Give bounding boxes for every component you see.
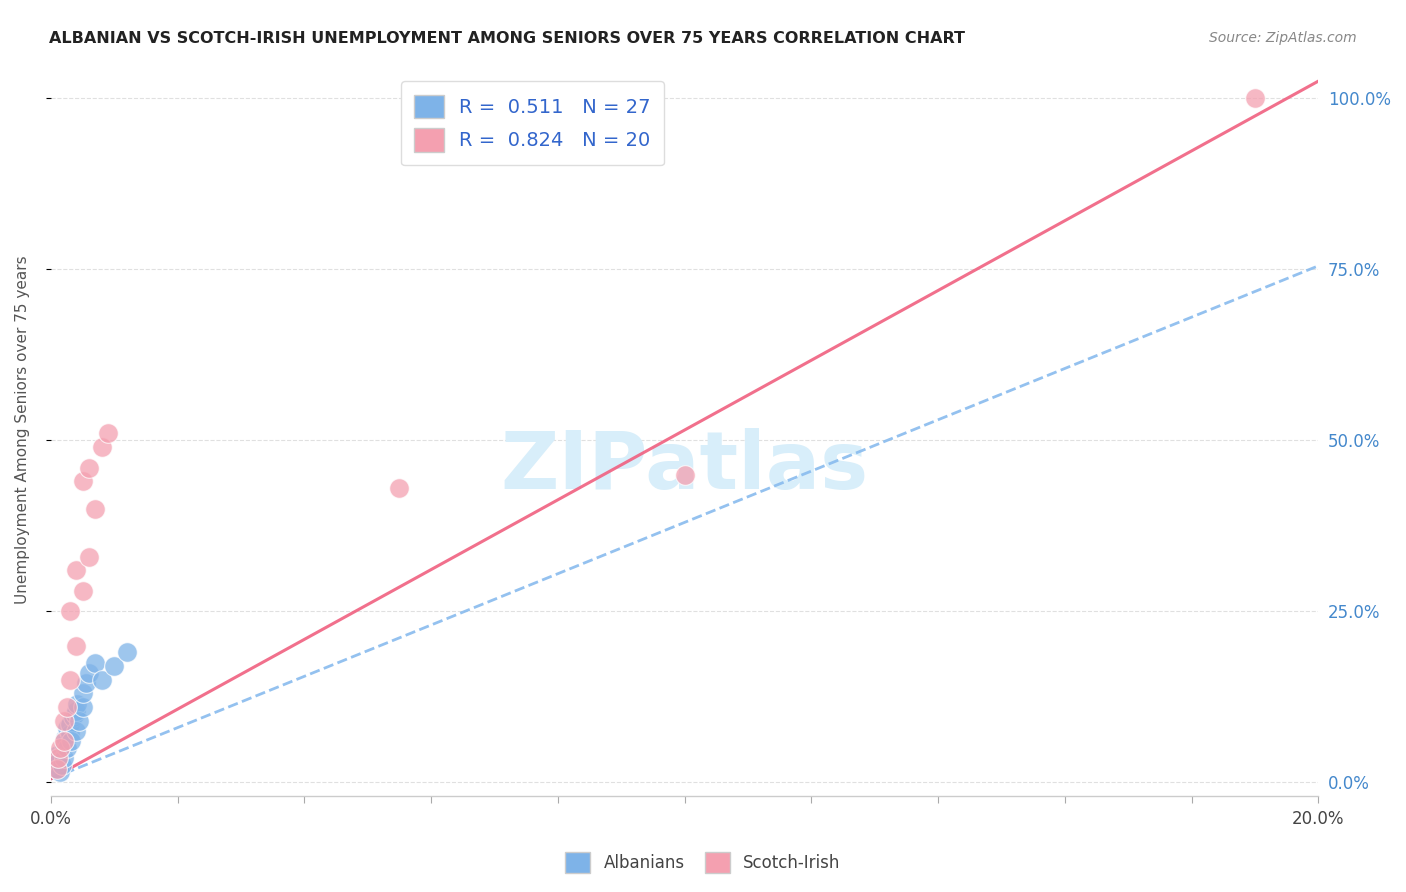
- Point: [55, 700, 77, 714]
- Point: [72, 475, 94, 489]
- Point: [84, 501, 107, 516]
- Legend: R =  0.511   N = 27, R =  0.824   N = 20: R = 0.511 N = 27, R = 0.824 N = 20: [401, 81, 664, 166]
- Point: [62, 710, 84, 724]
- Point: [60, 734, 83, 748]
- Point: [388, 481, 411, 495]
- Point: [72, 686, 94, 700]
- Point: [46, 762, 69, 776]
- Point: [55, 741, 77, 756]
- Point: [65, 704, 87, 718]
- Point: [90, 440, 112, 454]
- Point: [51, 758, 73, 772]
- Point: [75, 676, 97, 690]
- Text: ALBANIAN VS SCOTCH-IRISH UNEMPLOYMENT AMONG SENIORS OVER 75 YEARS CORRELATION CH: ALBANIAN VS SCOTCH-IRISH UNEMPLOYMENT AM…: [49, 31, 965, 46]
- Point: [49, 765, 72, 780]
- Point: [77, 549, 100, 564]
- Point: [46, 762, 69, 776]
- Text: Source: ZipAtlas.com: Source: ZipAtlas.com: [1209, 31, 1357, 45]
- Point: [63, 706, 86, 721]
- Point: [72, 700, 94, 714]
- Point: [52, 714, 75, 728]
- Text: ZIPatlas: ZIPatlas: [501, 427, 869, 506]
- Point: [59, 673, 82, 687]
- Point: [90, 673, 112, 687]
- Legend: Albanians, Scotch-Irish: Albanians, Scotch-Irish: [558, 846, 848, 880]
- Point: [65, 724, 87, 739]
- Point: [48, 751, 70, 765]
- Point: [52, 751, 75, 765]
- Point: [673, 467, 696, 482]
- Y-axis label: Unemployment Among Seniors over 75 years: Unemployment Among Seniors over 75 years: [15, 256, 30, 605]
- Point: [72, 583, 94, 598]
- Point: [59, 717, 82, 731]
- Point: [65, 563, 87, 577]
- Point: [1244, 91, 1267, 105]
- Point: [65, 639, 87, 653]
- Point: [59, 727, 82, 741]
- Point: [52, 734, 75, 748]
- Point: [115, 645, 138, 659]
- Point: [55, 721, 77, 735]
- Point: [48, 755, 70, 769]
- Point: [67, 714, 90, 728]
- Point: [49, 741, 72, 756]
- Point: [53, 731, 76, 745]
- Point: [59, 604, 82, 618]
- Point: [103, 659, 125, 673]
- Point: [97, 426, 120, 441]
- Point: [52, 738, 75, 752]
- Point: [66, 697, 89, 711]
- Point: [77, 460, 100, 475]
- Point: [84, 656, 107, 670]
- Point: [77, 665, 100, 680]
- Point: [46, 747, 69, 762]
